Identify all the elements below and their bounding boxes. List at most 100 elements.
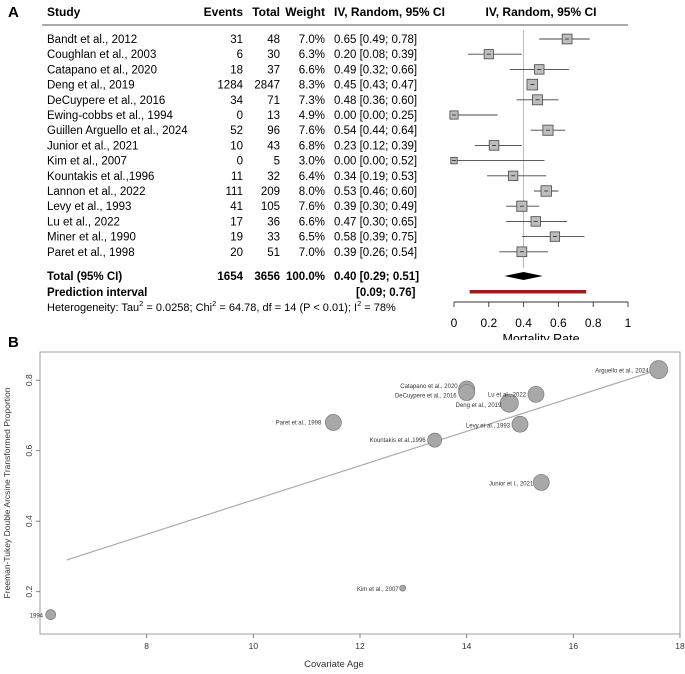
study-weight: 6.6% [299,64,325,76]
study-ci: 0.49 [0.32; 0.66] [334,64,417,76]
forest-x-tick-label: 0.4 [515,316,532,330]
data-point-label: Lu et al., 2022 [488,392,527,398]
study-events: 6 [237,49,243,61]
data-point-label: Deng et al., 2019 [456,403,502,409]
forest-x-tick-label: 0.6 [550,316,567,330]
study-total: 96 [267,125,280,137]
study-weight: 8.3% [299,80,325,92]
data-point-label: DeCuypere et al., 2016 [395,394,457,400]
y-axis-tick-label: 0.2 [24,586,34,598]
data-point [649,360,669,379]
study-events: 0 [237,156,243,168]
study-weight: 7.0% [299,247,325,259]
study-ci: 0.00 [0.00; 0.25] [334,110,417,122]
study-events: 111 [226,186,243,198]
forest-x-tick-label: 1 [625,316,632,330]
forest-rows: Bandt et al., 2012 31 48 7.0% 0.65 [0.49; 0.… [47,34,417,259]
data-point [532,474,550,491]
study-total: 51 [267,247,280,259]
x-axis-tick-label: 10 [249,641,259,651]
study-ci: 0.00 [0.00; 0.52] [334,156,417,168]
bubble-plot-area: 8 10 12 14 16 18 0.2 0.4 0.6 0.8 Covariate Age Free… [2,351,685,670]
study-name: Guillen Arguello et al., 2024 [47,125,188,137]
header-plot: IV, Random, 95% CI [486,5,597,19]
study-ci: 0.65 [0.49; 0.78] [334,34,417,46]
study-ci: 0.23 [0.12; 0.39] [334,140,417,152]
study-weight: 6.8% [299,140,325,152]
study-events: 18 [230,64,243,76]
study-row: Kim et al., 2007 0 5 3.0% 0.00 [0.00; 0.52] [47,156,417,168]
study-ci: 0.34 [0.19; 0.53] [334,171,417,183]
study-total: 5 [274,156,280,168]
total-row: Total (95% CI) 1654 3656 100.0% 0.40 [0.29; … [47,271,419,283]
study-name: Junior et al., 2021 [47,140,138,152]
meta-regression-panel: B 8 10 12 14 16 18 0.2 0.4 0.6 0.8 Covariate Age Fr… [2,334,685,670]
y-axis-tick-label: 0.4 [24,515,34,527]
heterogeneity-end: = 78% [361,302,396,314]
study-weight: 6.6% [299,216,325,228]
data-point-label: Levy et al., 1993 [466,423,511,429]
pooled-diamond [504,272,543,280]
study-total: 48 [267,34,280,46]
panel-b-label: B [8,334,19,351]
data-point [45,609,57,620]
data-point [499,393,519,413]
study-row: Deng et al., 2019 1284 2847 8.3% 0.45 [0.43;… [47,80,417,92]
study-weight: 7.6% [299,201,325,213]
study-total: 2847 [254,80,280,92]
study-row: Paret et al., 1998 20 51 7.0% 0.39 [0.26; 0.… [47,247,417,259]
prediction-row: Prediction interval [0.09; 0.76] [47,287,416,299]
study-name: Paret et al., 1998 [47,247,135,259]
study-events: 0 [237,110,243,122]
study-row: DeCuypere et al., 2016 34 71 7.3% 0.48 [0.36… [47,95,417,107]
study-row: Kountakis et al.,1996 11 32 6.4% 0.34 [0.19;… [47,171,417,183]
study-ci: 0.53 [0.46; 0.60] [334,186,417,198]
forest-x-tick-label: 0.8 [585,316,602,330]
heterogeneity-tau2: 2 [139,299,143,308]
study-row: Junior et al., 2021 10 43 6.8% 0.23 [0.12; 0… [47,140,417,152]
y-axis-title: Freeman-Tukey Double Arcsine Transformed… [2,387,12,598]
data-point [399,584,407,592]
study-name: Ewing-cobbs et al., 1994 [47,110,174,122]
header-total: Total [252,5,280,19]
study-events: 20 [230,247,243,259]
data-point-label: Arguello et al., 2024 [595,369,649,375]
data-point-label: Catapano et al., 2020 [400,384,458,390]
data-point [458,384,476,401]
study-row: Miner et al., 1990 19 33 6.5% 0.58 [0.39; 0.… [47,232,417,244]
data-point [324,414,342,431]
study-events: 52 [230,125,243,137]
study-events: 19 [230,232,243,244]
study-row: Bandt et al., 2012 31 48 7.0% 0.65 [0.49; 0.… [47,34,417,46]
study-row: Coughlan et al., 2003 6 30 6.3% 0.20 [0.08; … [47,49,417,61]
data-point [511,415,529,433]
study-row: Lu et al., 2022 17 36 6.6% 0.47 [0.30; 0.65] [47,216,417,228]
data-point-label: Junior et l., 2021 [489,481,534,487]
prediction-interval-bar [469,290,587,294]
x-axis-tick-label: 16 [569,641,579,651]
study-ci: 0.45 [0.43; 0.47] [334,80,417,92]
total-label: Total (95% CI) [47,271,122,283]
header-events: Events [204,5,244,19]
study-name: DeCuypere et al., 2016 [47,95,165,107]
x-axis-tick-label: 12 [355,641,365,651]
study-name: Kim et al., 2007 [47,156,127,168]
study-events: 41 [230,201,243,213]
study-total: 33 [267,232,280,244]
study-name: Lannon et al., 2022 [47,186,145,198]
study-weight: 6.4% [299,171,325,183]
study-events: 1284 [217,80,243,92]
study-name: Deng et al., 2019 [47,80,135,92]
forest-x-axis-title: Mortality Rate [502,332,579,340]
heterogeneity-i2: 2 [357,299,361,308]
study-row: Levy et al., 1993 41 105 7.6% 0.39 [0.30; 0.… [47,201,417,213]
data-point-label: Kountakis et al.,1996 [370,438,427,444]
study-name: Bandt et al., 2012 [47,34,137,46]
study-name: Miner et al., 1990 [47,232,136,244]
study-weight: 4.9% [299,110,325,122]
x-axis-title: Covariate Age [304,659,364,670]
x-axis-tick-label: 18 [675,641,685,651]
study-weight: 7.6% [299,125,325,137]
study-ci: 0.48 [0.36; 0.60] [334,95,417,107]
forest-header: Study Events Total Weight IV, Random, 95… [47,5,596,19]
